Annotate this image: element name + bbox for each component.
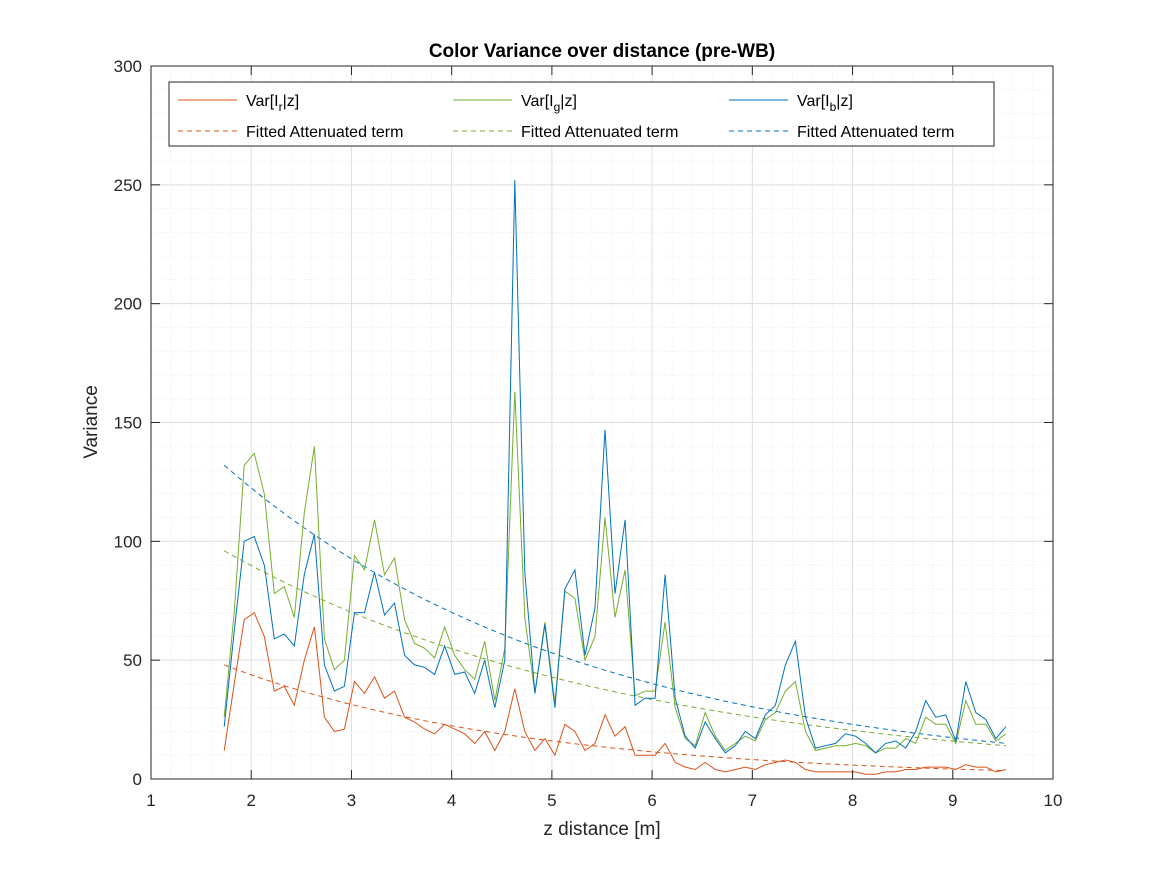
legend-label-5: Fitted Attenuated term xyxy=(797,124,954,141)
x-tick-label: 7 xyxy=(748,791,757,810)
chart-title: Color Variance over distance (pre-WB) xyxy=(429,41,775,62)
x-tick-label: 5 xyxy=(547,791,556,810)
y-tick-label: 150 xyxy=(114,414,142,433)
y-tick-label: 250 xyxy=(114,176,142,195)
x-tick-label: 10 xyxy=(1044,791,1063,810)
x-tick-label: 6 xyxy=(647,791,656,810)
legend-label-0: Var[Ir|z] xyxy=(246,93,299,114)
legend-label-2: Var[Ib|z] xyxy=(797,93,853,114)
y-tick-label: 100 xyxy=(114,532,142,551)
legend-box xyxy=(168,81,995,147)
legend-label-1: Var[Ig|z] xyxy=(521,93,577,114)
y-axis-label: Variance xyxy=(81,385,102,459)
legend: Var[Ir|z] Var[Ig|z] Var[Ib|z] Fitted Attenu… xyxy=(168,81,995,147)
y-tick-label: 0 xyxy=(133,770,142,789)
x-tick-label: 2 xyxy=(246,791,255,810)
series-line-3 xyxy=(224,664,1006,772)
x-tick-label: 4 xyxy=(447,791,456,810)
y-tick-label: 300 xyxy=(114,57,142,76)
y-tick-label: 200 xyxy=(114,295,142,314)
series-line-5 xyxy=(223,464,1006,744)
ticks xyxy=(150,65,1054,780)
x-axis-label: z distance [m] xyxy=(543,819,660,840)
legend-label-4: Fitted Attenuated term xyxy=(521,124,678,141)
x-tick-label: 9 xyxy=(948,791,957,810)
x-tick-label: 3 xyxy=(347,791,356,810)
series-line-0 xyxy=(223,611,1007,775)
y-tick-label: 50 xyxy=(123,651,142,670)
series-layer xyxy=(223,180,1007,775)
x-tick-label: 1 xyxy=(146,791,155,810)
x-tick-label: 8 xyxy=(848,791,857,810)
legend-label-3: Fitted Attenuated term xyxy=(246,124,403,141)
series-line-2 xyxy=(223,180,1007,754)
